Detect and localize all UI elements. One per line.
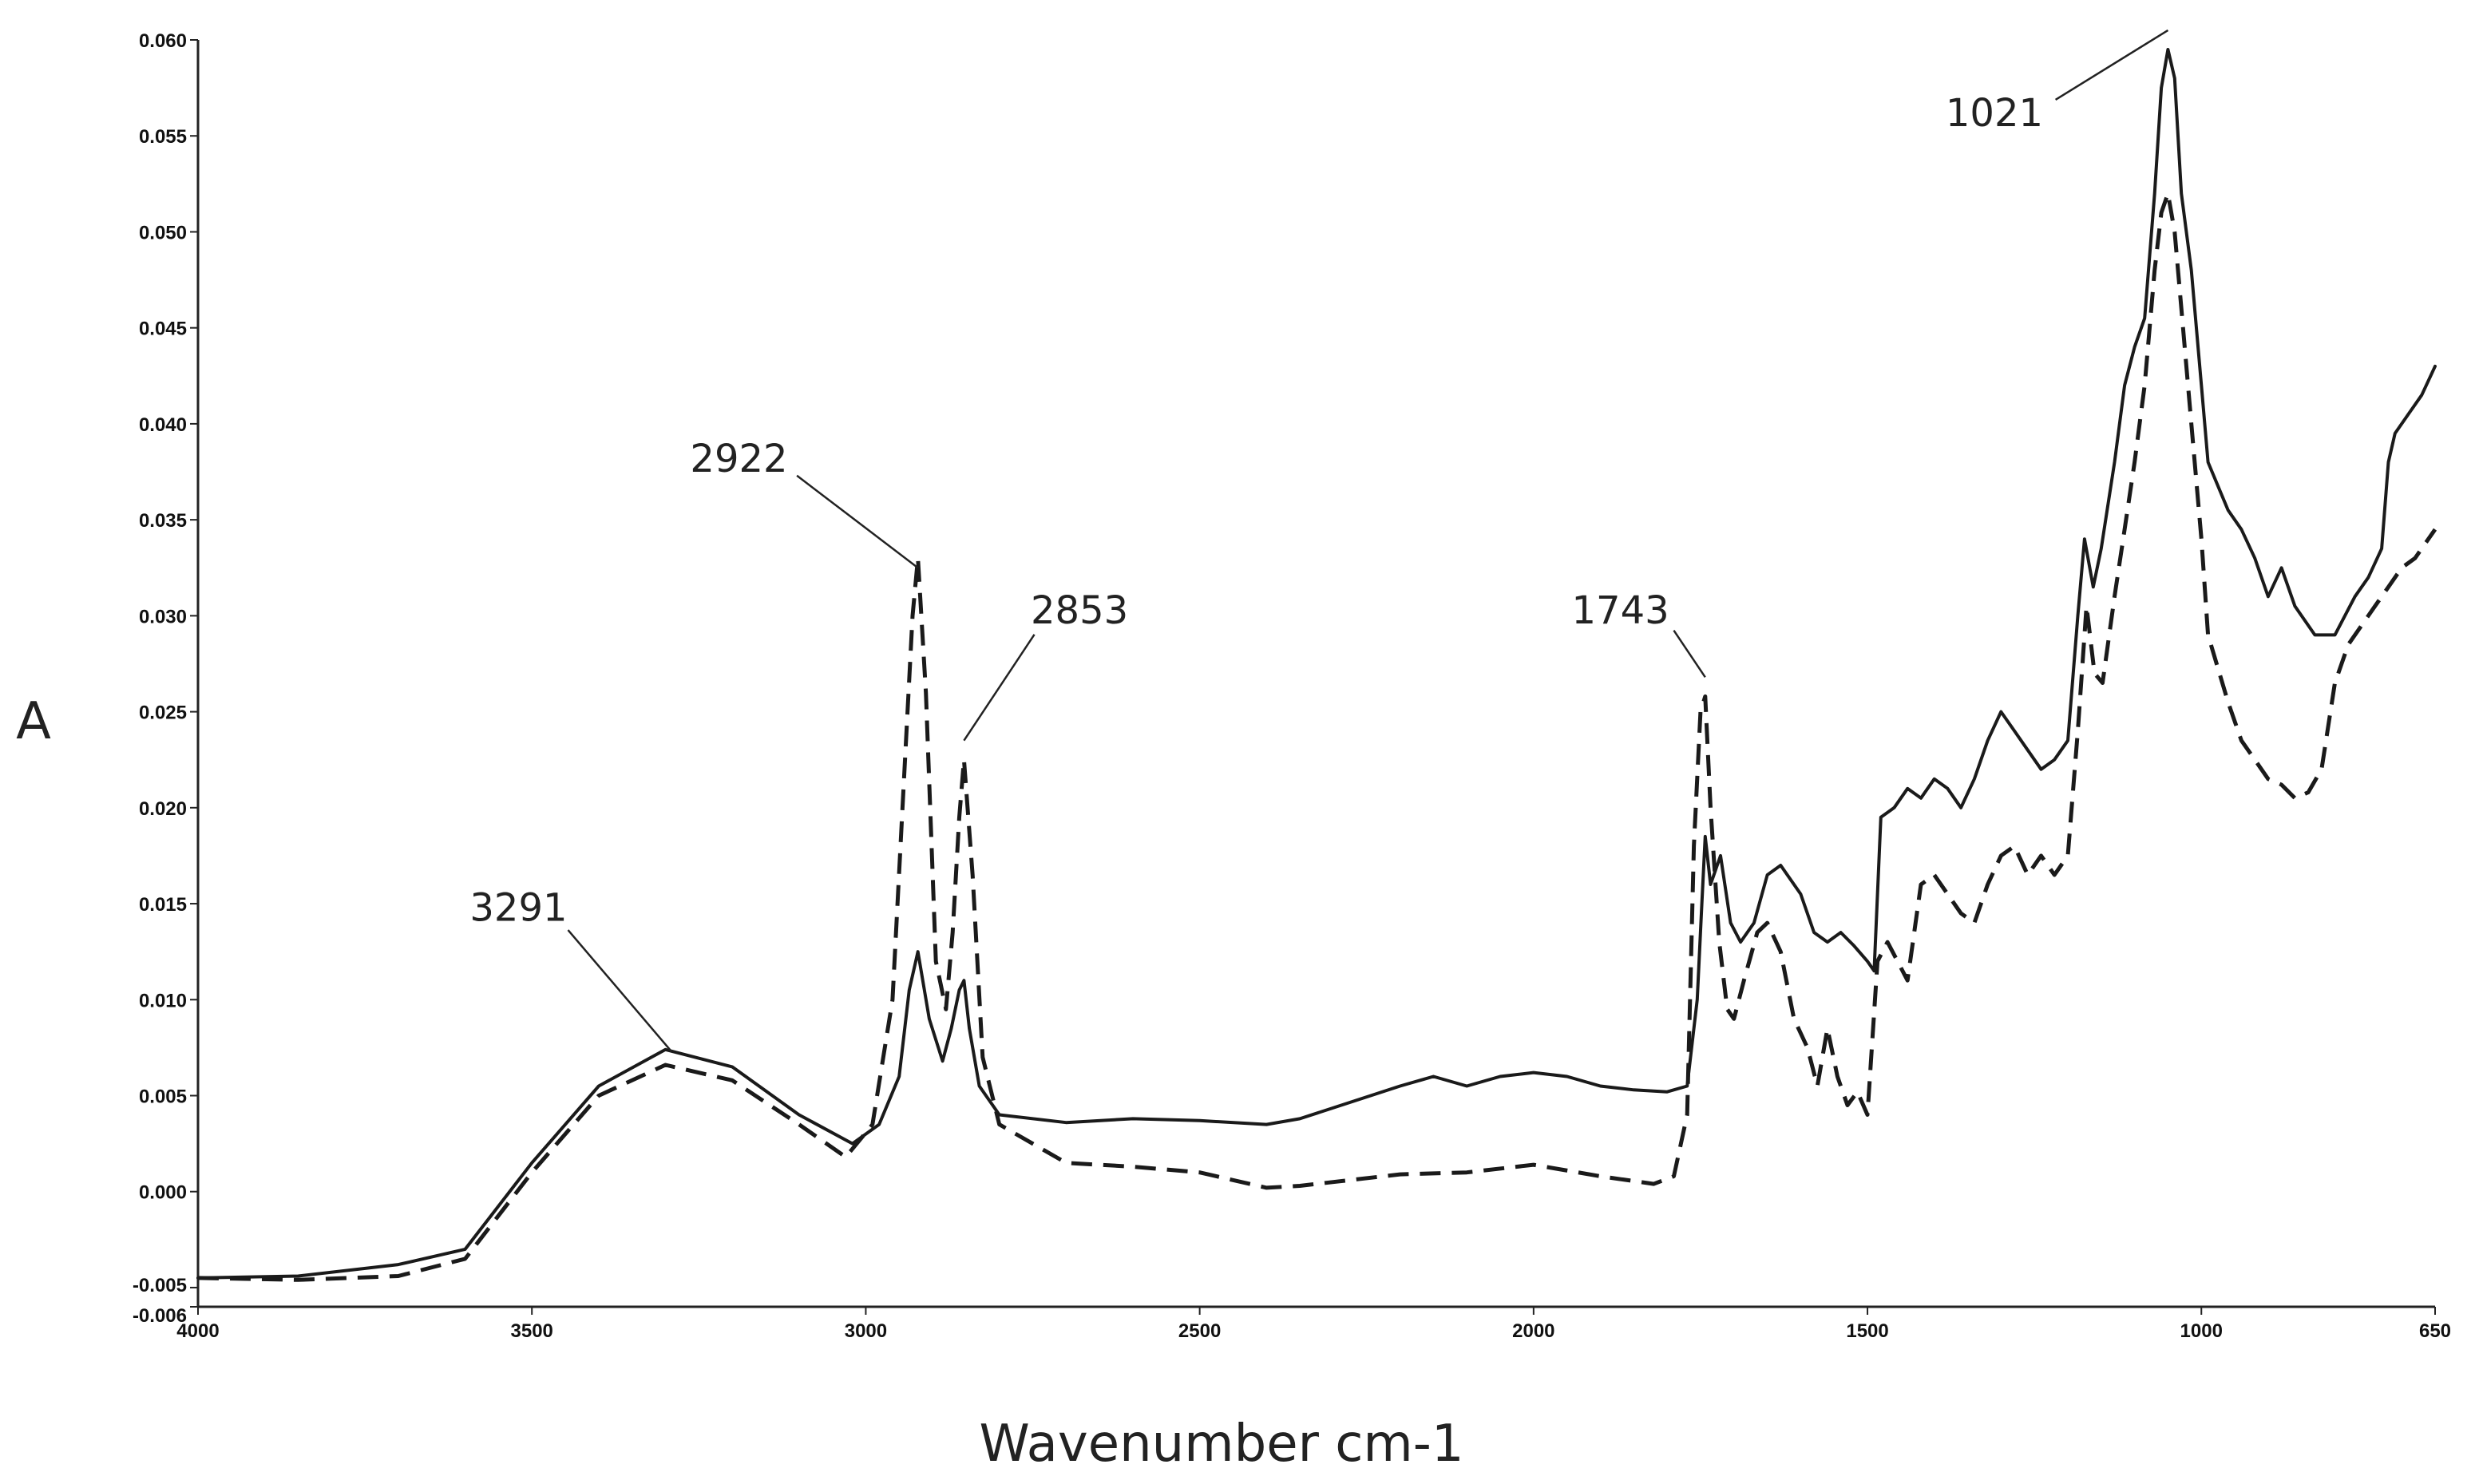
peak-label-1743: 1743 [1571, 588, 1669, 633]
peak-leader-line [567, 929, 672, 1053]
peak-leader-line [963, 634, 1036, 742]
x-tick-label: 1000 [2180, 1320, 2223, 1342]
y-tick-label: 0.055 [139, 126, 187, 148]
y-tick-label: 0.010 [139, 990, 187, 1011]
y-tick-label: 0.040 [139, 414, 187, 436]
y-tick-label: 0.030 [139, 606, 187, 627]
y-tick-label: 0.005 [139, 1086, 187, 1108]
y-tick-label: 0.050 [139, 222, 187, 243]
y-tick-label: 0.025 [139, 702, 187, 724]
peak-leader-line [796, 474, 919, 569]
y-tick-label: -0.005 [133, 1275, 187, 1296]
x-tick-label: 2500 [1178, 1320, 1221, 1342]
axes: -0.006 -0.005 0.000 0.005 0.010 0.015 0.020 0.0… [133, 30, 2451, 1342]
peak-leader-line [2054, 29, 2169, 101]
x-tick-label: 4000 [176, 1320, 219, 1342]
x-tick-label: 3000 [845, 1320, 887, 1342]
x-tick-label: 2000 [1512, 1320, 1554, 1342]
peak-label-2853: 2853 [1031, 588, 1128, 633]
y-tick-label: -0.006 [133, 1305, 187, 1327]
x-tick-label: 3500 [511, 1320, 553, 1342]
dashed-spectrum-line [197, 191, 2437, 1282]
peak-label-2922: 2922 [690, 437, 787, 481]
peak-label-3291: 3291 [469, 886, 567, 931]
x-axis-title: Wavenumber cm-1 [979, 1415, 1463, 1474]
x-tick-label: 650 [2419, 1320, 2451, 1342]
solid-spectrum-line [196, 48, 2437, 1280]
y-tick-label: 0.045 [139, 319, 187, 340]
y-tick-label: 0.035 [139, 510, 187, 532]
y-tick-label: 0.000 [139, 1182, 187, 1204]
series-group [196, 48, 2437, 1282]
y-tick-label: 0.060 [139, 30, 187, 52]
annotations-group: 3291 2922 2853 1743 1021 [469, 29, 2169, 1053]
peak-leader-line [1673, 629, 1706, 679]
x-tick-label: 1500 [1846, 1320, 1888, 1342]
y-tick-label: 0.020 [139, 798, 187, 820]
y-tick-label: 0.015 [139, 894, 187, 916]
peak-label-1021: 1021 [1946, 91, 2043, 136]
y-axis-title: A [16, 692, 51, 751]
